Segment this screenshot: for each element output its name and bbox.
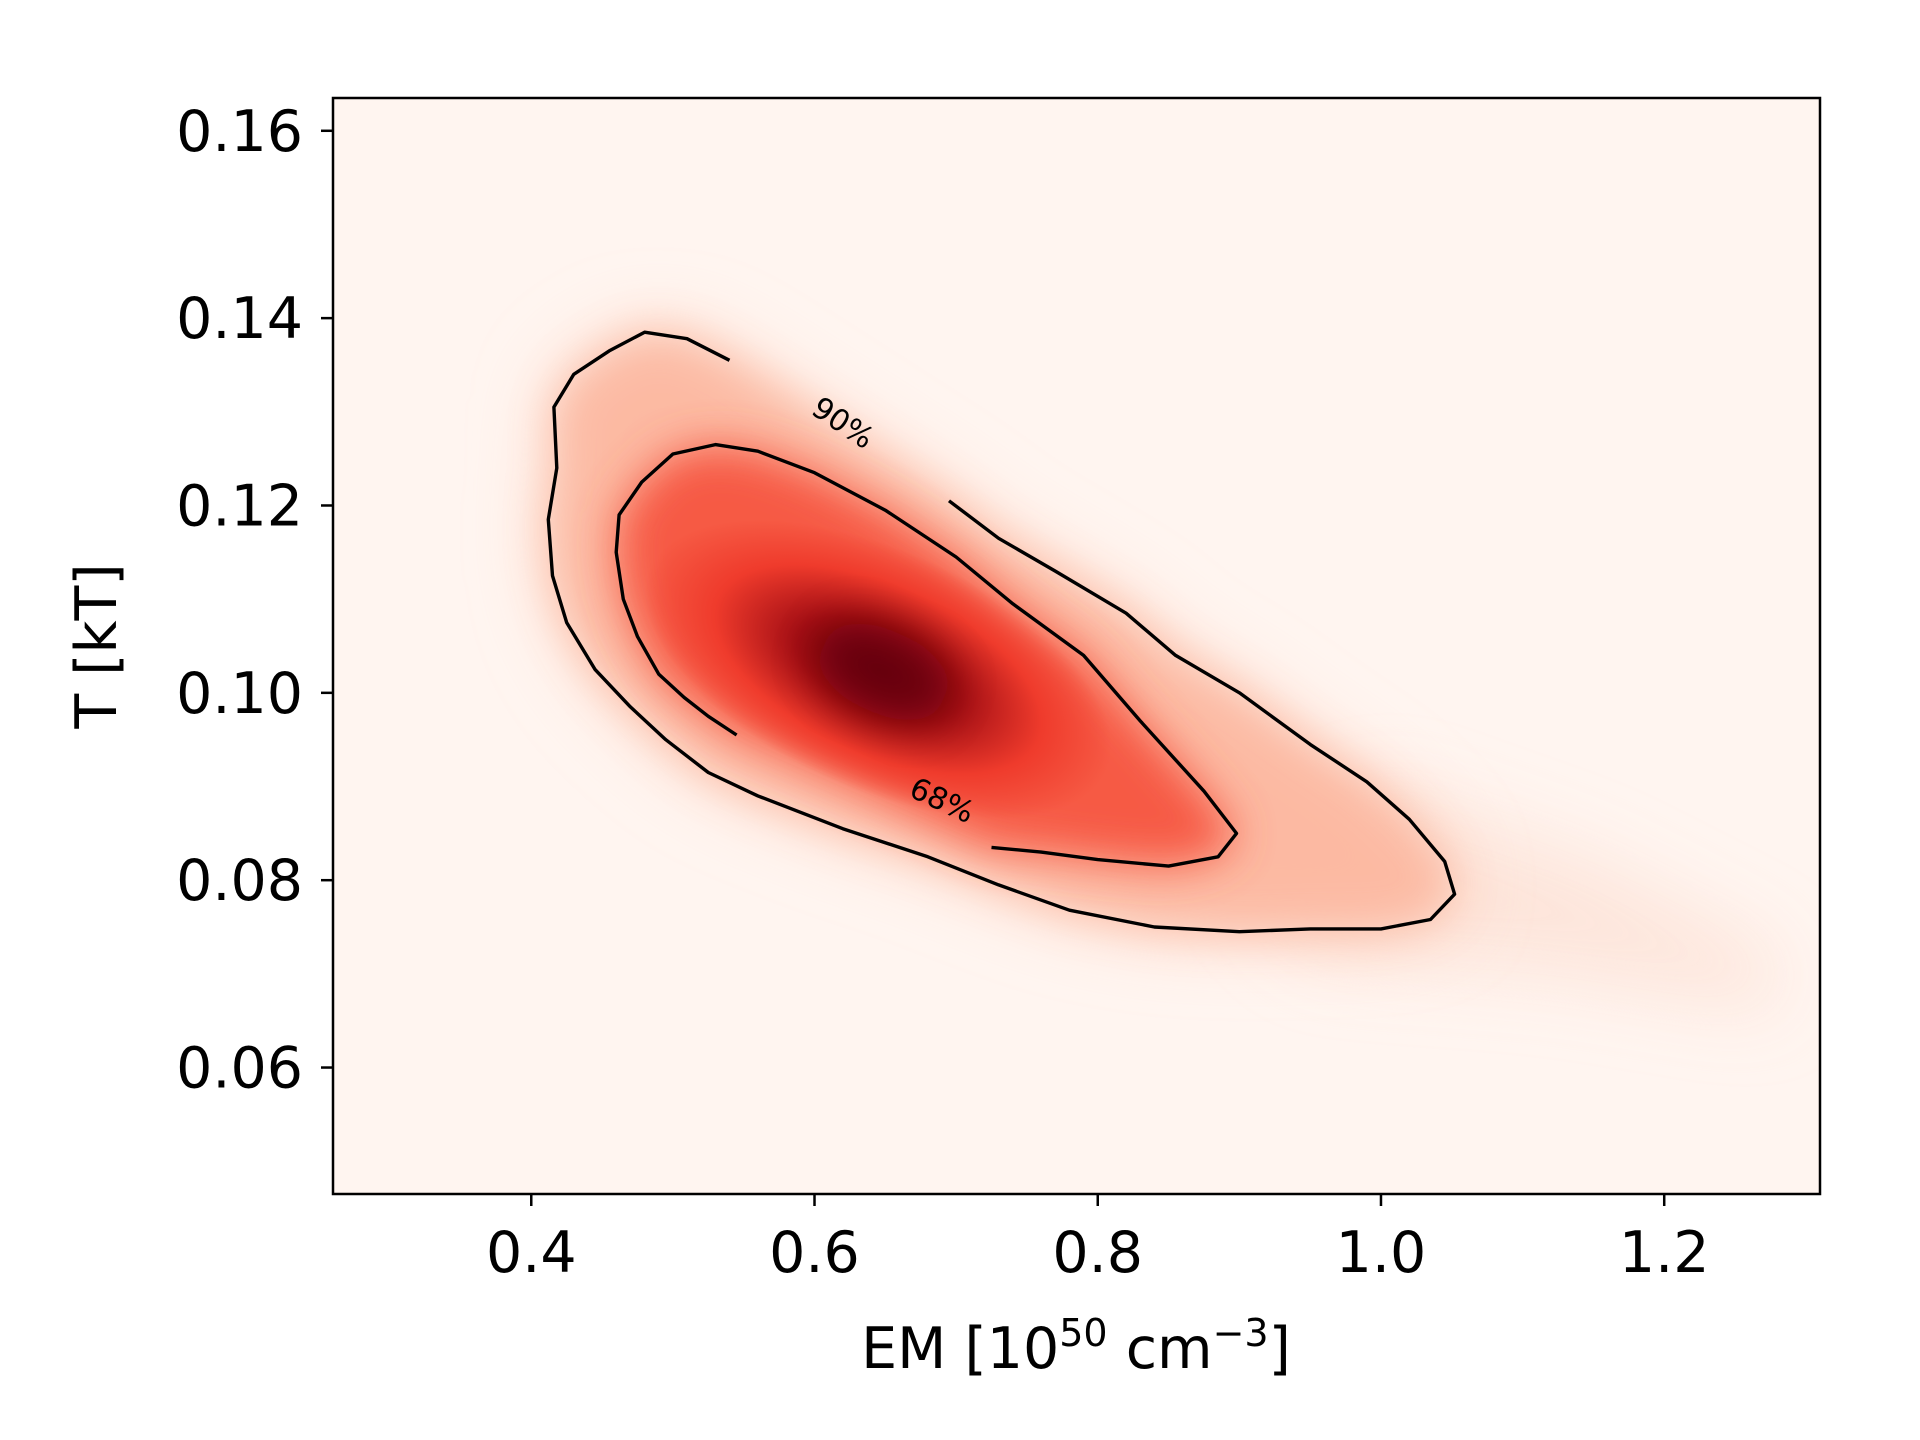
- heatmap-density: [548, 332, 1778, 1012]
- y-tick-label: 0.16: [176, 99, 303, 165]
- plot-area: 68%90%: [331, 96, 1822, 1196]
- contour-90: [546, 330, 1457, 934]
- y-tick-label: 0.08: [176, 848, 303, 914]
- x-tick-label: 0.8: [1052, 1220, 1143, 1286]
- x-tick-label: 0.4: [486, 1220, 577, 1286]
- y-tick-label: 0.10: [176, 661, 303, 727]
- y-tick-label: 0.06: [176, 1036, 303, 1102]
- y-tick-label: 0.12: [176, 473, 303, 539]
- density-peak: [817, 624, 950, 720]
- contour-68: [614, 442, 1239, 868]
- plot-frame: [331, 96, 1822, 1196]
- x-tick-label: 1.2: [1619, 1220, 1710, 1286]
- y-axis: 0.06 0.08 0.10 0.12 0.14 0.16: [176, 99, 333, 1102]
- x-tick-label: 0.6: [769, 1220, 860, 1286]
- y-tick-label: 0.14: [176, 286, 303, 352]
- x-axis: 0.4 0.6 0.8 1.0 1.2: [486, 1194, 1710, 1286]
- y-axis-label: T [kT]: [64, 563, 130, 729]
- x-axis-label: EM [1050 cm−3]: [861, 1311, 1291, 1382]
- x-tick-label: 1.0: [1336, 1220, 1427, 1286]
